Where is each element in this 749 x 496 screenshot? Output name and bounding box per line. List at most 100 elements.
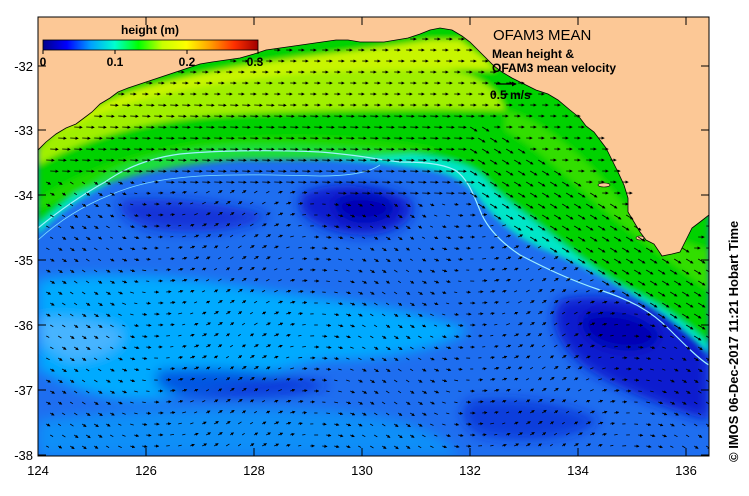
velocity-arrow (525, 311, 531, 315)
velocity-arrow (290, 278, 296, 282)
velocity-arrow (237, 376, 243, 381)
velocity-arrow (97, 302, 103, 306)
velocity-arrow (541, 192, 550, 198)
colorbar-tick: 0.2 (179, 55, 196, 69)
velocity-arrow (93, 313, 99, 318)
velocity-arrow (705, 269, 709, 273)
velocity-arrow (261, 377, 267, 381)
velocity-arrow (529, 278, 534, 282)
velocity-arrow (397, 258, 403, 262)
velocity-arrow (458, 257, 464, 261)
velocity-arrow (646, 334, 652, 339)
velocity-arrow (493, 170, 502, 176)
velocity-arrow (681, 313, 690, 319)
velocity-arrow (322, 246, 328, 250)
velocity-arrow (170, 279, 176, 283)
velocity-arrow (598, 356, 602, 359)
velocity-arrow (494, 235, 498, 238)
velocity-arrow (249, 223, 254, 227)
velocity-arrow (213, 311, 219, 315)
velocity-arrow (418, 357, 422, 361)
velocity-arrow (537, 267, 542, 271)
velocity-arrow (494, 278, 500, 282)
velocity-arrow (134, 192, 138, 195)
velocity-arrow (110, 236, 114, 239)
velocity-arrow (362, 214, 367, 218)
velocity-arrow (525, 181, 534, 187)
velocity-arrow (97, 258, 102, 262)
velocity-arrow (590, 367, 594, 370)
velocity-arrow (625, 236, 634, 242)
velocity-arrow (369, 379, 375, 383)
velocity-arrow (326, 235, 332, 239)
velocity-arrow (229, 299, 235, 304)
velocity-arrow (422, 346, 426, 349)
velocity-arrow (434, 258, 440, 262)
velocity-arrow (409, 368, 414, 372)
velocity-arrow (278, 234, 283, 238)
velocity-arrow (81, 225, 87, 230)
velocity-arrow (506, 301, 510, 304)
velocity-arrow (553, 365, 559, 370)
velocity-arrow (217, 344, 223, 348)
velocity-arrow (621, 247, 630, 253)
velocity-arrow (614, 346, 618, 348)
velocity-arrow (93, 247, 98, 251)
velocity-arrow (57, 291, 63, 295)
velocity-arrow (262, 311, 267, 315)
velocity-arrow (178, 202, 183, 206)
velocity-arrow (170, 346, 174, 348)
velocity-arrow (146, 301, 151, 305)
velocity-arrow (122, 346, 127, 350)
velocity-arrow (369, 357, 375, 361)
velocity-arrow (358, 379, 363, 383)
velocity-arrow (286, 356, 290, 359)
velocity-arrow (506, 344, 512, 348)
velocity-arrow (658, 357, 662, 360)
velocity-arrow (142, 224, 148, 228)
velocity-arrow (670, 379, 675, 383)
velocity-arrow (122, 214, 126, 217)
velocity-arrow (697, 302, 706, 308)
velocity-arrow (601, 258, 610, 264)
velocity-arrow (253, 278, 259, 282)
velocity-arrow (537, 333, 543, 337)
velocity-arrow (610, 334, 614, 337)
velocity-arrow (206, 389, 210, 392)
velocity-arrow (142, 291, 146, 293)
velocity-arrow (202, 267, 207, 271)
velocity-arrow (645, 269, 654, 275)
velocity-arrow (334, 246, 340, 251)
velocity-arrow (589, 236, 598, 242)
colorbar-tick: 0.1 (107, 55, 124, 69)
velocity-arrow (146, 368, 151, 370)
velocity-arrow (217, 234, 223, 238)
velocity-arrow (266, 366, 271, 370)
velocity-arrow (501, 159, 510, 165)
velocity-arrow (490, 356, 495, 360)
velocity-arrow (130, 379, 136, 383)
velocity-arrow (46, 247, 50, 251)
velocity-arrow (446, 279, 451, 283)
velocity-arrow (625, 280, 634, 286)
velocity-arrow (430, 313, 434, 317)
velocity-arrow (614, 301, 620, 305)
velocity-arrow (142, 401, 146, 403)
velocity-arrow (134, 213, 139, 217)
velocity-arrow (434, 236, 439, 240)
velocity-arrow (130, 401, 134, 404)
velocity-arrow (397, 236, 403, 241)
velocity-arrow (609, 225, 618, 231)
velocity-arrow (405, 379, 410, 383)
velocity-arrow (549, 376, 555, 381)
map-field (38, 17, 709, 456)
velocity-arrow (302, 191, 308, 195)
velocity-arrow (97, 236, 103, 240)
velocity-arrow (57, 335, 62, 339)
velocity-arrow (298, 246, 302, 249)
velocity-arrow (266, 212, 271, 216)
velocity-arrow (290, 190, 296, 194)
velocity-arrow (513, 203, 522, 209)
x-tick-label: 124 (27, 463, 49, 478)
velocity-arrow (61, 236, 67, 240)
